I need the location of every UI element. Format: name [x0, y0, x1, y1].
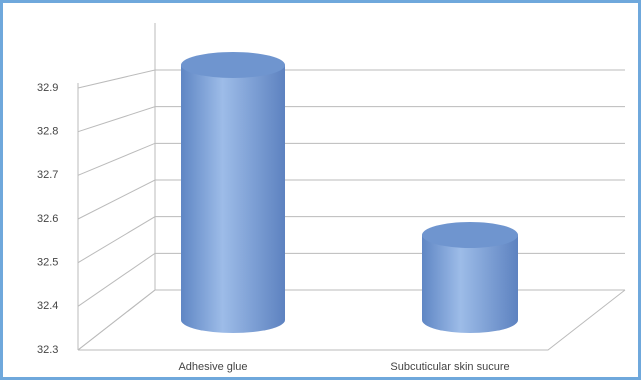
y-tick-label: 32.7	[37, 169, 58, 181]
grid-line	[77, 216, 625, 264]
bar-top	[181, 52, 285, 78]
y-tick-label: 32.6	[37, 213, 58, 225]
y-tick-label: 32.8	[37, 126, 58, 138]
grid-line	[77, 252, 625, 307]
grid-line	[77, 142, 625, 176]
axes-frame	[77, 23, 626, 351]
y-tick-label: 32.4	[37, 300, 58, 312]
chart: 32.3 32.4 32.5 32.6 32.7 32.8 32.9 Adhesive glu…	[37, 23, 626, 373]
bar-top	[422, 222, 518, 248]
y-tick-label: 32.9	[37, 82, 58, 94]
bar	[422, 235, 518, 333]
x-tick-label: Subcuticular skin sucure	[390, 361, 509, 373]
y-tick-label: 32.5	[37, 257, 58, 269]
bar	[181, 65, 285, 333]
x-tick-label: Adhesive glue	[178, 361, 247, 373]
grid-line	[77, 179, 625, 220]
grid-line	[77, 106, 625, 133]
grid-line	[77, 69, 625, 89]
y-tick-label: 32.3	[37, 344, 58, 356]
grid-line	[77, 289, 625, 351]
